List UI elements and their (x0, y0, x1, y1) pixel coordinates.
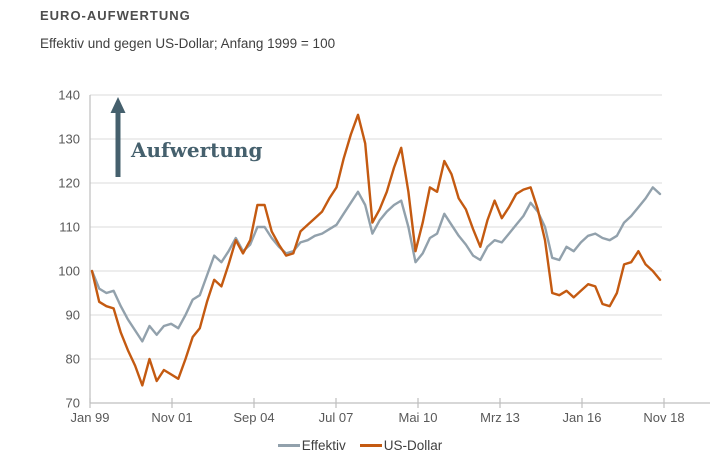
x-tick-label-2: Sep 04 (233, 410, 274, 425)
x-tick-label-4: Mai 10 (398, 410, 437, 425)
y-tick-label-130: 130 (58, 132, 80, 147)
legend-item-effektiv: Effektiv (277, 438, 346, 453)
y-tick-label-90: 90 (66, 308, 80, 323)
y-tick-label-70: 70 (66, 396, 80, 411)
usdollar-line-swatch (359, 444, 382, 447)
page-title: EURO-AUFWERTUNG (40, 8, 191, 23)
chart-subtitle: Effektiv und gegen US-Dollar; Anfang 199… (40, 36, 336, 51)
effektiv-line (90, 186, 662, 343)
appreciation-arrow-head (110, 97, 126, 113)
x-tick-label-0: Jan 99 (70, 410, 109, 425)
legend-label-effektiv: Effektiv (301, 438, 346, 453)
x-tick-label-7: Nov 18 (643, 410, 684, 425)
y-tick-label-110: 110 (59, 220, 80, 235)
x-tick-label-3: Jul 07 (319, 410, 354, 425)
effektiv-line-swatch (277, 444, 300, 447)
appreciation-annotation-label: Aufwertung (131, 138, 263, 162)
y-tick-label-80: 80 (66, 352, 80, 367)
legend-item-usdollar: US-Dollar (359, 438, 443, 453)
chart-legend: Effektiv US-Dollar (0, 438, 720, 453)
usdollar-line (90, 113, 662, 387)
y-tick-label-100: 100 (58, 264, 80, 279)
x-tick-label-1: Nov 01 (151, 410, 192, 425)
legend-label-usdollar: US-Dollar (383, 438, 443, 453)
y-tick-label-140: 140 (58, 88, 80, 103)
y-tick-label-120: 120 (58, 176, 80, 191)
x-tick-label-5: Mrz 13 (480, 410, 520, 425)
x-tick-label-6: Jan 16 (562, 410, 601, 425)
